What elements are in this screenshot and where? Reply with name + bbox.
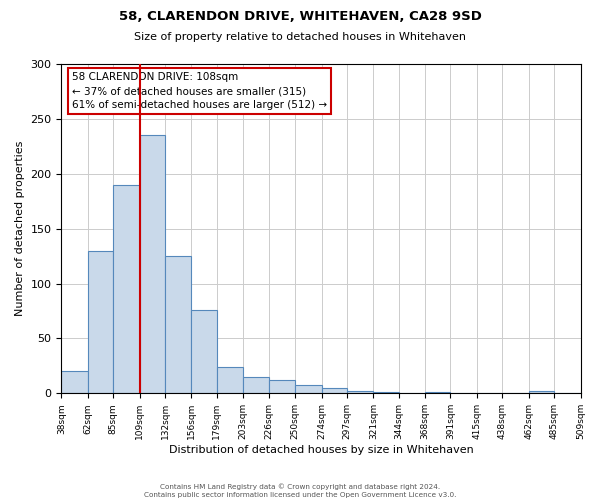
X-axis label: Distribution of detached houses by size in Whitehaven: Distribution of detached houses by size … bbox=[169, 445, 473, 455]
Bar bbox=[140, 136, 165, 394]
Text: Size of property relative to detached houses in Whitehaven: Size of property relative to detached ho… bbox=[134, 32, 466, 42]
Bar bbox=[191, 310, 217, 394]
Bar bbox=[61, 372, 88, 394]
Bar bbox=[373, 392, 398, 394]
Bar bbox=[217, 367, 243, 394]
Bar bbox=[113, 185, 140, 394]
Bar bbox=[295, 384, 322, 394]
Bar bbox=[347, 391, 373, 394]
Bar bbox=[243, 377, 269, 394]
Bar bbox=[88, 250, 113, 394]
Bar bbox=[322, 388, 347, 394]
Text: 58, CLARENDON DRIVE, WHITEHAVEN, CA28 9SD: 58, CLARENDON DRIVE, WHITEHAVEN, CA28 9S… bbox=[119, 10, 481, 23]
Bar bbox=[529, 391, 554, 394]
Bar bbox=[165, 256, 191, 394]
Text: 58 CLARENDON DRIVE: 108sqm
← 37% of detached houses are smaller (315)
61% of sem: 58 CLARENDON DRIVE: 108sqm ← 37% of deta… bbox=[72, 72, 327, 110]
Text: Contains HM Land Registry data © Crown copyright and database right 2024.
Contai: Contains HM Land Registry data © Crown c… bbox=[144, 484, 456, 498]
Bar bbox=[269, 380, 295, 394]
Y-axis label: Number of detached properties: Number of detached properties bbox=[15, 141, 25, 316]
Bar bbox=[425, 392, 451, 394]
